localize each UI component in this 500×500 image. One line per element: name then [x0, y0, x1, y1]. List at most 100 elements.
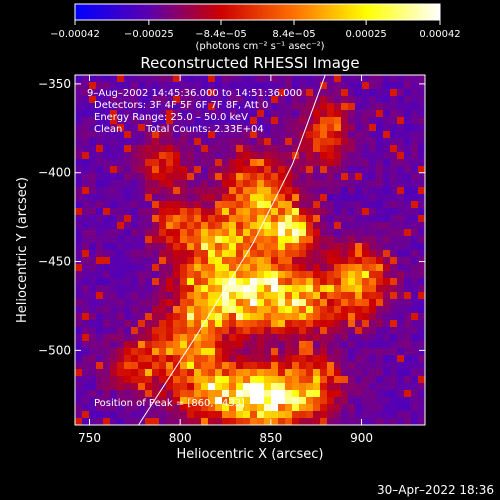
heatmap-cell — [334, 327, 342, 335]
heatmap-cell — [313, 299, 321, 307]
heatmap-cell — [117, 75, 125, 83]
heatmap-cell — [264, 271, 272, 279]
heatmap-cell — [222, 194, 230, 202]
heatmap-cell — [166, 299, 174, 307]
heatmap-cell — [334, 292, 342, 300]
heatmap-cell — [306, 194, 314, 202]
heatmap-cell — [89, 348, 97, 356]
heatmap-cell — [355, 159, 363, 167]
heatmap-cell — [89, 257, 97, 265]
heatmap-cell — [145, 82, 153, 90]
heatmap-cell — [159, 376, 167, 384]
heatmap-cell — [243, 264, 251, 272]
heatmap-cell — [411, 180, 419, 188]
heatmap-cell — [194, 82, 202, 90]
heatmap-cell — [313, 418, 321, 425]
heatmap-cell — [187, 369, 195, 377]
heatmap-cell — [201, 110, 209, 118]
heatmap-cell — [152, 313, 160, 321]
heatmap-cell — [411, 96, 419, 104]
heatmap-cell — [222, 355, 230, 363]
heatmap-cell — [327, 222, 335, 230]
heatmap-cell — [229, 243, 237, 251]
heatmap-cell — [131, 152, 139, 160]
heatmap-cell — [201, 390, 209, 398]
heatmap-cell — [278, 96, 286, 104]
heatmap-cell — [271, 180, 279, 188]
heatmap-cell — [299, 117, 307, 125]
heatmap-cell — [362, 131, 370, 139]
heatmap-cell — [313, 180, 321, 188]
heatmap-cell — [306, 306, 314, 314]
heatmap-cell — [110, 348, 118, 356]
heatmap-cell — [271, 264, 279, 272]
heatmap-cell — [397, 180, 405, 188]
heatmap-cell — [159, 180, 167, 188]
heatmap-cell — [327, 299, 335, 307]
heatmap-cell — [110, 82, 118, 90]
heatmap-cell — [411, 236, 419, 244]
heatmap-cell — [411, 110, 419, 118]
heatmap-cell — [138, 327, 146, 335]
heatmap-cell — [173, 327, 181, 335]
heatmap-cell — [313, 208, 321, 216]
heatmap-cell — [215, 257, 223, 265]
heatmap-cell — [369, 236, 377, 244]
heatmap-cell — [355, 138, 363, 146]
heatmap-cell — [348, 292, 356, 300]
heatmap-cell — [124, 243, 132, 251]
heatmap-cell — [82, 397, 90, 405]
heatmap-cell — [285, 124, 293, 132]
heatmap-cell — [369, 110, 377, 118]
heatmap-cell — [411, 131, 419, 139]
heatmap-cell — [82, 418, 90, 425]
heatmap-cell — [243, 229, 251, 237]
heatmap-cell — [404, 194, 412, 202]
heatmap-cell — [383, 334, 391, 342]
heatmap-cell — [208, 117, 216, 125]
heatmap-cell — [383, 96, 391, 104]
heatmap-cell — [327, 229, 335, 237]
heatmap-cell — [292, 292, 300, 300]
heatmap-cell — [96, 124, 104, 132]
heatmap-cell — [404, 236, 412, 244]
heatmap-cell — [292, 103, 300, 111]
heatmap-cell — [187, 117, 195, 125]
heatmap-cell — [75, 159, 83, 167]
heatmap-cell — [159, 236, 167, 244]
heatmap-cell — [390, 348, 398, 356]
heatmap-cell — [208, 355, 216, 363]
heatmap-cell — [131, 180, 139, 188]
heatmap-cell — [334, 208, 342, 216]
heatmap-cell — [166, 383, 174, 391]
heatmap-cell — [208, 250, 216, 258]
x-tick-label: 750 — [78, 431, 101, 445]
heatmap-cell — [173, 201, 181, 209]
heatmap-cell — [75, 103, 83, 111]
heatmap-cell — [243, 383, 251, 391]
heatmap-cell — [292, 320, 300, 328]
heatmap-cell — [404, 278, 412, 286]
heatmap-cell — [334, 383, 342, 391]
heatmap-cell — [96, 75, 104, 83]
heatmap-cell — [201, 124, 209, 132]
heatmap-cell — [362, 418, 370, 425]
heatmap-cell — [145, 418, 153, 425]
heatmap-cell — [82, 138, 90, 146]
heatmap-cell — [285, 138, 293, 146]
heatmap-cell — [411, 173, 419, 181]
heatmap-cell — [369, 320, 377, 328]
heatmap-cell — [306, 222, 314, 230]
heatmap-cell — [327, 124, 335, 132]
heatmap-cell — [222, 215, 230, 223]
heatmap-cell — [320, 397, 328, 405]
heatmap-cell — [131, 264, 139, 272]
heatmap-cell — [243, 313, 251, 321]
heatmap-cell — [187, 404, 195, 412]
heatmap-cell — [152, 131, 160, 139]
heatmap-cell — [390, 215, 398, 223]
heatmap-cell — [320, 418, 328, 425]
heatmap-cell — [334, 397, 342, 405]
heatmap-cell — [334, 194, 342, 202]
